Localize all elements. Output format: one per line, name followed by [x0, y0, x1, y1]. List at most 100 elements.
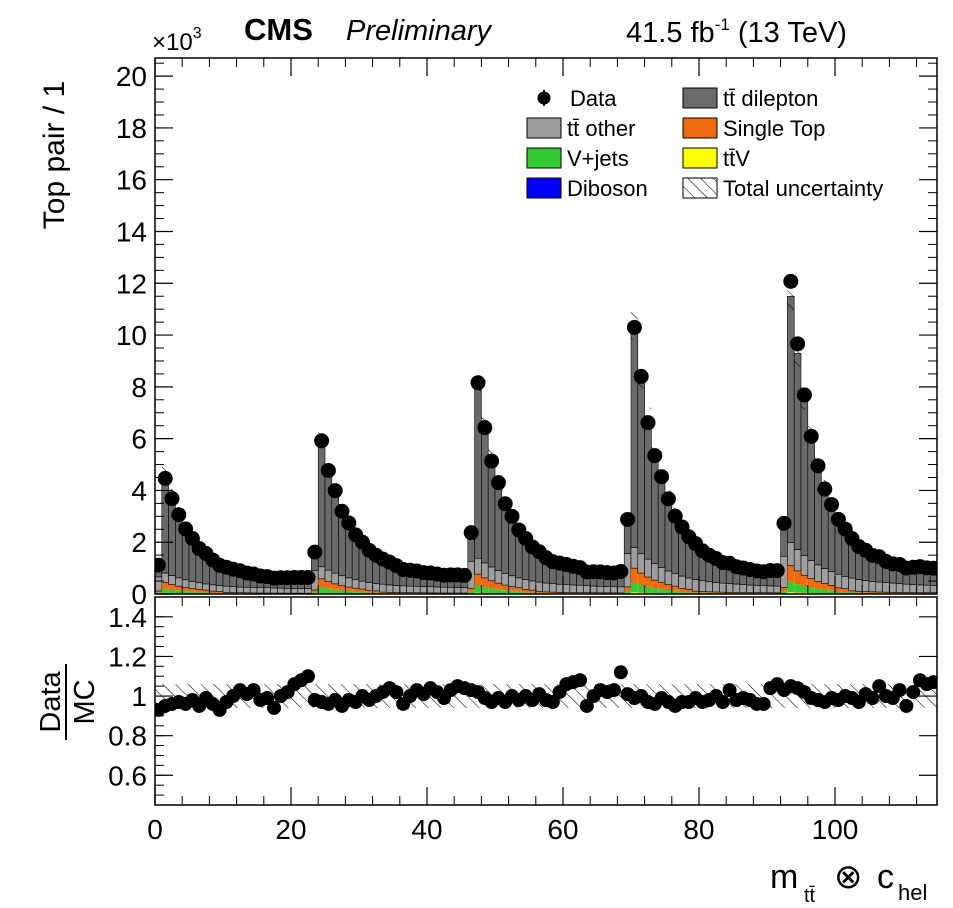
x-tick-label: 80 — [683, 814, 714, 845]
main-frame — [154, 57, 938, 595]
bar-single-top — [413, 592, 421, 594]
bar-tt-other — [392, 585, 401, 593]
data-point — [155, 557, 166, 573]
bar-tt-other — [916, 584, 924, 593]
bar-vjets — [338, 590, 346, 594]
ratio-point — [899, 698, 914, 713]
bar-tt-other — [521, 579, 530, 590]
data-point — [470, 375, 486, 391]
bar-single-top — [712, 592, 720, 594]
bar-tt-other — [610, 586, 618, 594]
bar-single-top — [495, 583, 502, 590]
y-tick-label: 12 — [116, 268, 147, 299]
bar-single-top — [338, 585, 346, 591]
bar-single-top — [930, 592, 937, 594]
bar-single-top — [753, 592, 761, 594]
bar-single-top — [195, 589, 203, 593]
bar-tt-other — [746, 584, 754, 593]
bar-tt-dilepton — [800, 398, 809, 556]
bar-vjets — [644, 586, 652, 593]
bar-tt-other — [909, 584, 917, 593]
x-title-otimes: ⊗ — [834, 858, 863, 896]
bar-tt-other — [773, 585, 781, 594]
bar-single-top — [855, 591, 863, 593]
bar-single-top — [767, 592, 774, 594]
bar-tt-other — [290, 588, 299, 594]
bar-single-top — [651, 580, 659, 589]
bar-vjets — [801, 585, 808, 593]
bar-tt-other — [617, 586, 625, 594]
bar-single-top — [549, 592, 557, 594]
bar-single-top — [386, 592, 393, 594]
bar-vjets — [474, 585, 482, 593]
bar-vjets — [665, 589, 672, 594]
bar-single-top — [474, 574, 482, 586]
bar-single-top — [236, 592, 244, 594]
ratio-point — [892, 683, 907, 698]
bar-single-top — [726, 592, 733, 594]
data-point — [484, 453, 500, 469]
bar-single-top — [331, 583, 339, 590]
legend: Data tt̄ dilepton tt̄ other Single Top V… — [526, 86, 883, 201]
bar-tt-dilepton — [821, 485, 829, 569]
bar-vjets — [202, 592, 210, 594]
bar-single-top — [739, 592, 747, 594]
bar-single-top — [773, 592, 781, 594]
data-point — [320, 462, 336, 478]
bar-tt-other — [542, 582, 550, 593]
bar-single-top — [610, 592, 618, 594]
ratio-point — [267, 700, 281, 715]
bar-single-top — [202, 590, 210, 593]
y-tick-label: 14 — [116, 216, 147, 247]
bar-tt-dilepton — [324, 465, 333, 571]
svg-text:Single Top: Single Top — [723, 116, 825, 141]
bar-tt-other — [841, 576, 849, 590]
bar-vjets — [495, 589, 502, 594]
bar-single-top — [692, 591, 699, 593]
ratio-frame — [154, 596, 938, 806]
bar-tt-other — [317, 566, 326, 580]
bar-tt-dilepton — [487, 456, 496, 568]
bar-tt-other — [549, 583, 557, 593]
bar-tt-other — [555, 583, 564, 593]
bar-vjets — [345, 591, 353, 594]
ratio-point — [715, 694, 730, 709]
legend-entry-diboson: Diboson — [526, 176, 648, 201]
bar-tt-other — [229, 586, 237, 593]
data-point — [647, 448, 663, 464]
bar-single-top — [746, 592, 754, 594]
bar-tt-dilepton — [161, 471, 169, 574]
bar-vjets — [671, 590, 679, 594]
bar-single-top — [427, 592, 434, 594]
bar-vjets — [508, 590, 516, 594]
bar-vjets — [637, 585, 645, 593]
bar-tt-other — [562, 584, 571, 593]
svg-text:tt̄V: tt̄V — [723, 146, 750, 171]
bar-tt-other — [515, 577, 523, 589]
bar-tt-other — [209, 584, 217, 592]
bar-single-top — [583, 592, 591, 594]
bar-single-top — [161, 582, 169, 590]
bar-vjets — [692, 592, 699, 594]
bar-single-top — [889, 592, 897, 594]
bar-single-top — [556, 592, 563, 594]
bar-ttv — [787, 592, 795, 594]
bar-single-top — [488, 580, 495, 589]
bar-single-top — [916, 592, 924, 594]
ratio-title-denominator: MC — [69, 679, 101, 724]
bar-tt-dilepton — [651, 449, 659, 565]
bar-single-top — [216, 591, 223, 594]
bar-tt-other — [413, 585, 421, 594]
ratio-point — [260, 691, 275, 706]
bar-tt-other — [671, 573, 679, 587]
ratio-point — [246, 683, 261, 698]
bar-tt-other — [385, 584, 394, 593]
bar-single-top — [821, 583, 829, 590]
bar-tt-other — [338, 575, 346, 586]
bar-tt-other — [215, 585, 224, 592]
x-tick-label: 0 — [147, 814, 163, 845]
bar-tt-other — [155, 576, 163, 592]
bar-vjets — [488, 588, 495, 594]
bar-single-top — [229, 592, 237, 594]
